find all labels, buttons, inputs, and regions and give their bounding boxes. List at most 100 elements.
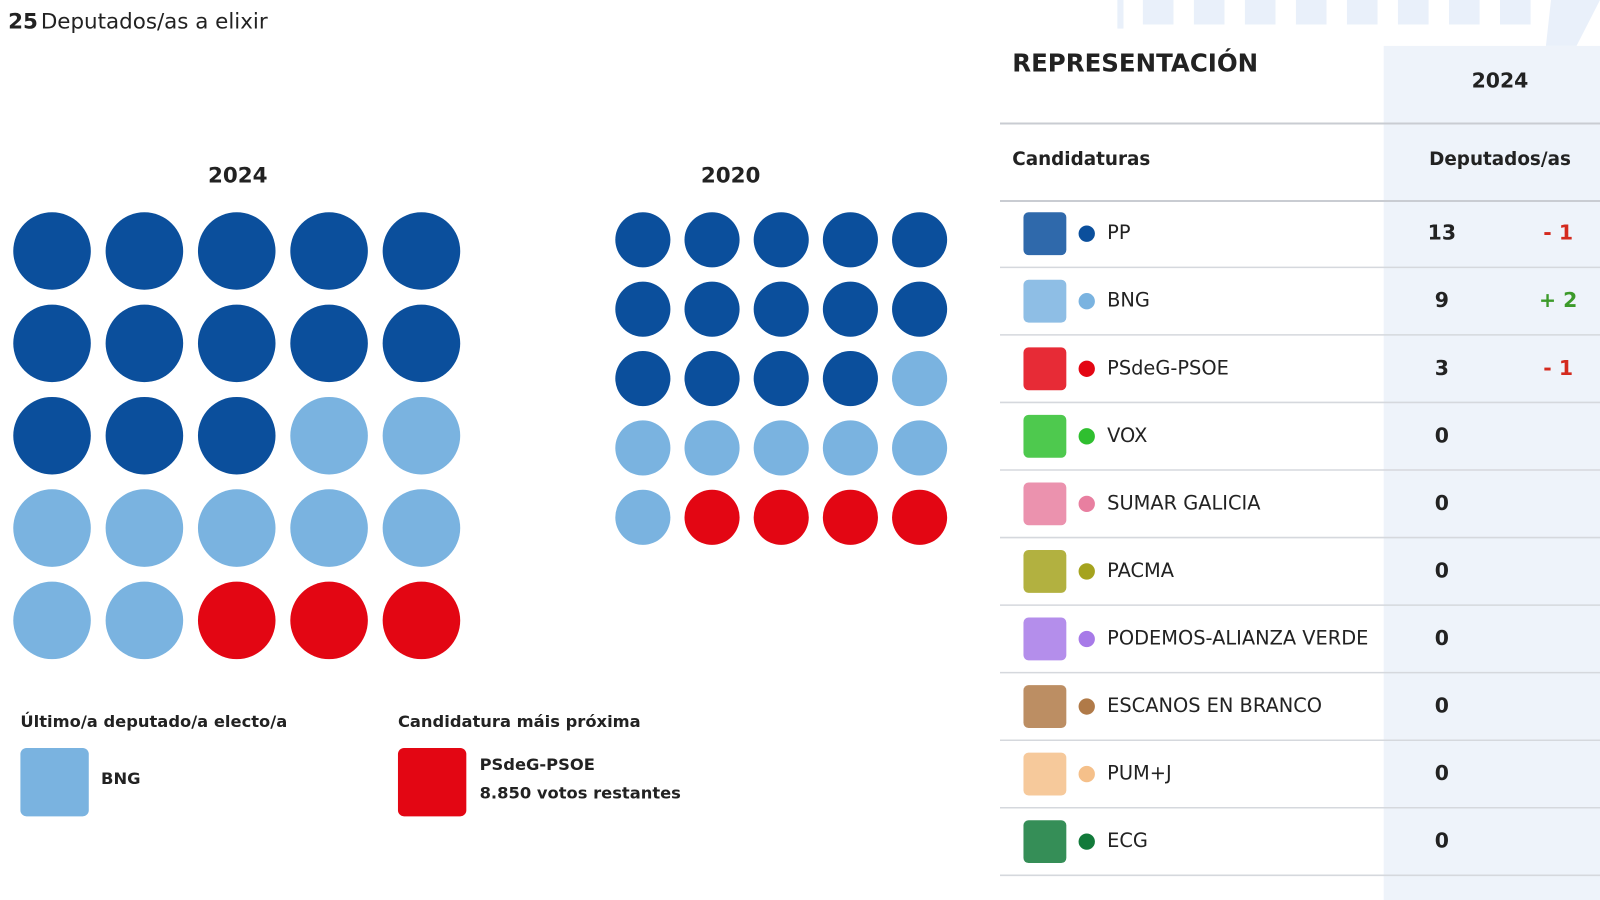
seat-dot bbox=[822, 281, 878, 337]
table-year: 2024 bbox=[1472, 69, 1529, 93]
seat-dot bbox=[13, 212, 91, 290]
column-header: Candidaturas bbox=[1012, 149, 1150, 170]
seat-dot bbox=[13, 489, 91, 567]
seat-dot bbox=[684, 351, 740, 407]
party-seats: 0 bbox=[1435, 761, 1449, 785]
chart-year: 2024 bbox=[208, 164, 268, 189]
seat-change: - 1 bbox=[1543, 356, 1573, 380]
seat-dot bbox=[105, 396, 184, 475]
seat-dot bbox=[615, 212, 671, 268]
seat-dot bbox=[382, 212, 461, 290]
seat-dot bbox=[290, 304, 368, 383]
seat-dot bbox=[822, 212, 878, 268]
seat-change: - 1 bbox=[1543, 221, 1573, 245]
seat-dot bbox=[684, 212, 740, 268]
seat-dot bbox=[197, 489, 276, 567]
seat-dot bbox=[197, 212, 276, 290]
closest-title: Candidatura máis próxima bbox=[398, 712, 641, 731]
seat-dot bbox=[822, 351, 878, 407]
party-name: SUMAR GALICIA bbox=[1107, 491, 1261, 514]
party-logo bbox=[1023, 482, 1067, 526]
last-elected-title: Último/a deputado/a electo/a bbox=[20, 712, 287, 731]
party-name: ESCANOS EN BRANCO bbox=[1107, 694, 1322, 717]
party-logo bbox=[1023, 347, 1067, 391]
party-color bbox=[1078, 563, 1095, 580]
seat-dot bbox=[13, 396, 91, 475]
party-color bbox=[1078, 225, 1095, 242]
party-logo bbox=[1023, 550, 1067, 593]
seat-dot bbox=[105, 581, 184, 660]
party-color bbox=[1078, 765, 1095, 783]
party-name: PUM+J bbox=[1107, 762, 1172, 785]
seat-dot bbox=[13, 581, 91, 660]
seat-dot bbox=[382, 304, 461, 383]
seat-dot bbox=[892, 281, 948, 337]
party-seats: 0 bbox=[1435, 694, 1449, 718]
party-seats: 0 bbox=[1435, 558, 1449, 582]
closest-votes: 8.850 votos restantes bbox=[480, 783, 681, 802]
party-name: ECG bbox=[1107, 829, 1148, 852]
party-name: BNG bbox=[1107, 289, 1150, 312]
last-elected-party: BNG bbox=[101, 769, 140, 788]
party-logo bbox=[1023, 212, 1067, 256]
seat-dot bbox=[382, 581, 461, 660]
seat-dot bbox=[382, 396, 461, 475]
party-color bbox=[1078, 428, 1095, 445]
seat-change: + 2 bbox=[1539, 288, 1577, 312]
party-logo bbox=[1023, 820, 1067, 864]
seat-dot bbox=[13, 304, 91, 383]
column-header: Deputados/as bbox=[1429, 149, 1571, 170]
seat-dot bbox=[753, 351, 809, 407]
party-seats: 13 bbox=[1428, 221, 1456, 245]
seat-dot bbox=[197, 304, 276, 383]
seat-dot bbox=[290, 581, 368, 660]
seat-dot bbox=[615, 489, 671, 545]
party-name: PODEMOS-ALIANZA VERDE bbox=[1107, 626, 1368, 649]
party-seats: 0 bbox=[1435, 491, 1449, 515]
party-name: PP bbox=[1107, 221, 1131, 244]
seat-dot bbox=[892, 351, 948, 407]
seat-dot bbox=[684, 489, 740, 545]
party-name: PACMA bbox=[1107, 559, 1175, 582]
table-title: REPRESENTACIÓN bbox=[1012, 47, 1258, 77]
seat-dot bbox=[105, 304, 184, 383]
decoration bbox=[1117, 0, 1600, 46]
seat-dot bbox=[892, 212, 948, 268]
seat-dot bbox=[822, 489, 878, 545]
column-shade bbox=[1383, 45, 1600, 900]
party-color bbox=[1078, 630, 1095, 648]
seat-dot bbox=[753, 212, 809, 268]
seat-dot bbox=[105, 489, 184, 567]
seat-dot bbox=[753, 489, 809, 545]
seat-label: Deputados/as a elixir bbox=[41, 9, 268, 34]
party-logo bbox=[1023, 752, 1067, 796]
party-logo bbox=[397, 747, 467, 817]
seat-dot bbox=[615, 281, 671, 337]
seat-dot bbox=[753, 281, 809, 337]
party-logo bbox=[20, 747, 89, 817]
party-seats: 3 bbox=[1435, 356, 1449, 380]
seat-dot bbox=[290, 396, 368, 475]
party-seats: 9 bbox=[1435, 288, 1449, 312]
seat-dot bbox=[197, 581, 276, 660]
party-color bbox=[1078, 833, 1095, 850]
party-logo bbox=[1023, 279, 1067, 323]
closest-party: PSdeG-PSOE bbox=[480, 755, 595, 774]
seat-dot bbox=[684, 420, 740, 476]
seat-dot bbox=[105, 212, 184, 290]
seat-dot bbox=[615, 420, 671, 476]
party-name: PSdeG-PSOE bbox=[1107, 356, 1229, 379]
seat-dot bbox=[290, 489, 368, 567]
party-color bbox=[1078, 293, 1095, 310]
seat-dot bbox=[382, 489, 461, 567]
seat-dot bbox=[197, 396, 276, 475]
seat-dot bbox=[892, 489, 948, 545]
seat-dot bbox=[615, 351, 671, 407]
seat-dot bbox=[892, 420, 948, 476]
seat-dot bbox=[822, 420, 878, 476]
chart-year: 2020 bbox=[701, 164, 761, 189]
party-logo bbox=[1023, 617, 1067, 661]
party-logo bbox=[1023, 414, 1067, 458]
party-seats: 0 bbox=[1435, 829, 1449, 853]
